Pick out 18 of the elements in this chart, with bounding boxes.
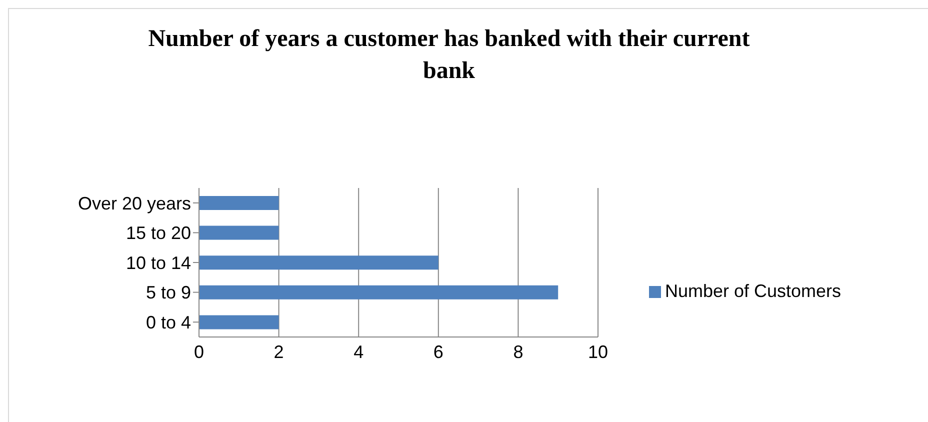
bar — [199, 285, 558, 300]
legend-label: Number of Customers — [665, 281, 842, 301]
bar — [199, 256, 438, 270]
y-tick-label: 5 to 9 — [146, 282, 191, 303]
x-tick-label: 0 — [194, 342, 204, 362]
y-tick-label: 0 to 4 — [146, 312, 191, 332]
bar — [199, 196, 279, 210]
x-tick-label: 2 — [274, 342, 284, 362]
y-tick-label: 10 to 14 — [126, 252, 191, 273]
x-tick-label: 8 — [513, 342, 524, 362]
chart-title: Number of years a customer has banked with their current bank — [147, 25, 751, 86]
y-tick-label: Over 20 years — [78, 193, 191, 214]
bar — [199, 315, 279, 330]
x-tick-label: 4 — [354, 342, 364, 362]
x-tick-label: 6 — [433, 342, 444, 362]
bar — [199, 226, 279, 240]
x-tick-label: 10 — [588, 342, 608, 362]
y-tick-label: 15 to 20 — [126, 223, 191, 244]
